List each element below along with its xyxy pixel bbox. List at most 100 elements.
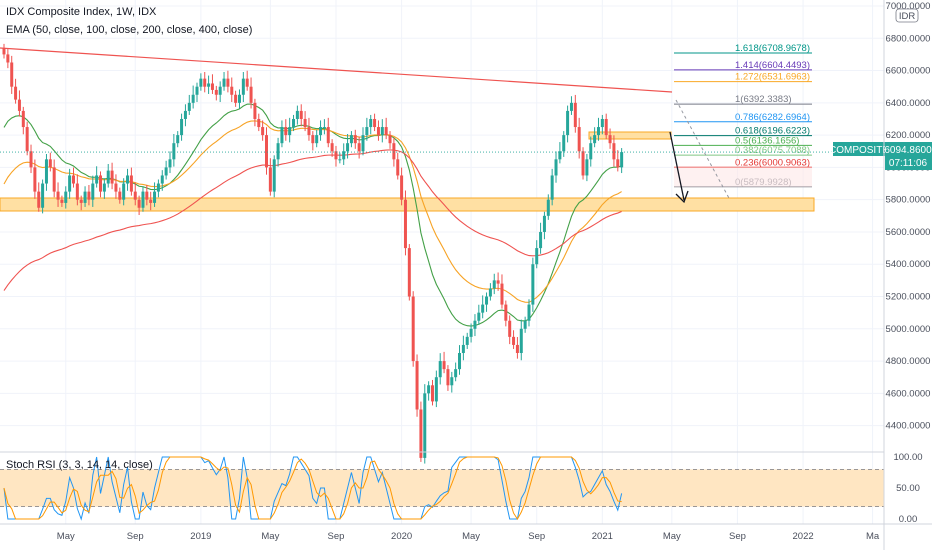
candle-body	[585, 159, 589, 176]
candlesticks	[2, 43, 624, 464]
candle-body	[349, 135, 353, 144]
time-tick-label: Sep	[729, 531, 746, 542]
candle-body	[133, 191, 137, 200]
support-zone	[0, 197, 815, 212]
candle-body	[71, 175, 75, 184]
fib-level-label: 1.618(6708.9678)	[735, 43, 810, 54]
candle-body	[21, 110, 25, 128]
candle-body	[183, 110, 187, 119]
candle-body	[562, 135, 566, 152]
candle-body	[508, 320, 512, 337]
ema-legend: EMA (50, close, 100, close, 200, close, …	[6, 24, 252, 36]
price-tick-label: 5800.0000	[886, 195, 931, 206]
price-tick-label: 4800.0000	[886, 356, 931, 367]
candle-body	[75, 183, 79, 200]
candle-body	[558, 151, 562, 160]
candle-body	[237, 94, 241, 103]
candle-body	[346, 143, 350, 152]
candle-body	[373, 118, 377, 128]
candle-body	[114, 183, 118, 192]
candle-body	[454, 369, 458, 378]
candle-body	[102, 183, 106, 192]
candle-body	[272, 159, 276, 192]
currency-label: IDR	[899, 11, 916, 22]
candle-body	[604, 118, 608, 136]
candle-body	[380, 127, 384, 136]
candle-body	[129, 175, 133, 192]
candle-body	[589, 143, 593, 160]
candle-body	[268, 167, 272, 192]
candle-body	[427, 385, 431, 394]
candle-body	[569, 102, 573, 111]
rsi-tick-label: 50.00	[896, 483, 920, 494]
candle-body	[261, 127, 265, 136]
candle-body	[56, 191, 60, 200]
candle-body	[207, 83, 211, 87]
candle-body	[52, 167, 56, 192]
stoch-d-line	[3, 456, 622, 520]
price-tick-label: 6600.0000	[886, 66, 931, 77]
time-tick-label: May	[462, 531, 480, 542]
candle-body	[481, 304, 485, 313]
candle-body	[234, 94, 238, 103]
candle-body	[458, 353, 462, 370]
candle-body	[322, 127, 326, 129]
candle-body	[496, 280, 500, 284]
candle-body	[41, 183, 45, 208]
price-tick-label: 4600.0000	[886, 388, 931, 399]
price-tag: COMPOSITE 6094.8600 07:11:06	[829, 142, 932, 170]
price-tick-label: 6200.0000	[886, 130, 931, 141]
price-tick-label: 5400.0000	[886, 259, 931, 270]
candle-body	[180, 118, 184, 136]
fib-extension: 1.618(6708.9678) 1.414(6604.4493)1.272(65…	[674, 43, 812, 188]
candle-body	[311, 135, 315, 144]
candle-body	[153, 191, 157, 203]
candle-body	[384, 127, 388, 136]
candle-body	[388, 135, 392, 144]
candle-body	[357, 143, 361, 152]
fib-level-label: 0.5(6136.1656)	[735, 135, 799, 146]
candle-body	[450, 377, 454, 386]
price-tick-label: 5000.0000	[886, 324, 931, 335]
candle-body	[361, 135, 365, 152]
candle-body	[253, 102, 257, 119]
candle-body	[438, 361, 442, 378]
price-tick-label: 4400.0000	[886, 421, 931, 432]
time-tick-label: Sep	[528, 531, 545, 542]
candle-body	[95, 175, 99, 184]
candle-body	[164, 167, 168, 176]
candle-body	[423, 393, 427, 458]
rsi-tick-label: 100.00	[893, 452, 922, 463]
candle-body	[396, 159, 400, 176]
candle-body	[342, 151, 346, 160]
candle-body	[10, 62, 14, 87]
fib-level-label: 1.272(6531.6963)	[735, 72, 810, 83]
candle-body	[573, 102, 577, 128]
candle-body	[411, 296, 415, 362]
candle-body	[2, 47, 6, 55]
price-tick-label: 7000.0000	[886, 1, 931, 12]
candle-body	[172, 143, 176, 160]
candle-body	[554, 159, 558, 176]
candle-body	[79, 199, 83, 203]
candle-body	[160, 175, 164, 184]
time-tick-label: 2019	[190, 531, 211, 542]
price-tag-label: COMPOSITE	[829, 145, 889, 156]
candle-body	[149, 199, 153, 203]
candle-body	[461, 344, 465, 354]
candle-body	[141, 191, 145, 208]
time-tick-label: 2020	[391, 531, 412, 542]
candle-body	[303, 118, 307, 128]
candle-body	[566, 110, 570, 136]
candle-body	[334, 151, 338, 160]
candle-body	[226, 78, 230, 87]
fib-level-label: 1.414(6604.4493)	[735, 60, 810, 71]
time-axis[interactable]: May Sep 2019 May Sep 2020 May Sep 2021 May Sep 2022…	[57, 531, 880, 542]
fib-level-label: 0.382(6075.7088)	[735, 145, 810, 156]
price-tick-label: 6800.0000	[886, 33, 931, 44]
candle-body	[126, 175, 130, 184]
candle-body	[83, 191, 87, 203]
stoch-k-line	[3, 456, 623, 521]
